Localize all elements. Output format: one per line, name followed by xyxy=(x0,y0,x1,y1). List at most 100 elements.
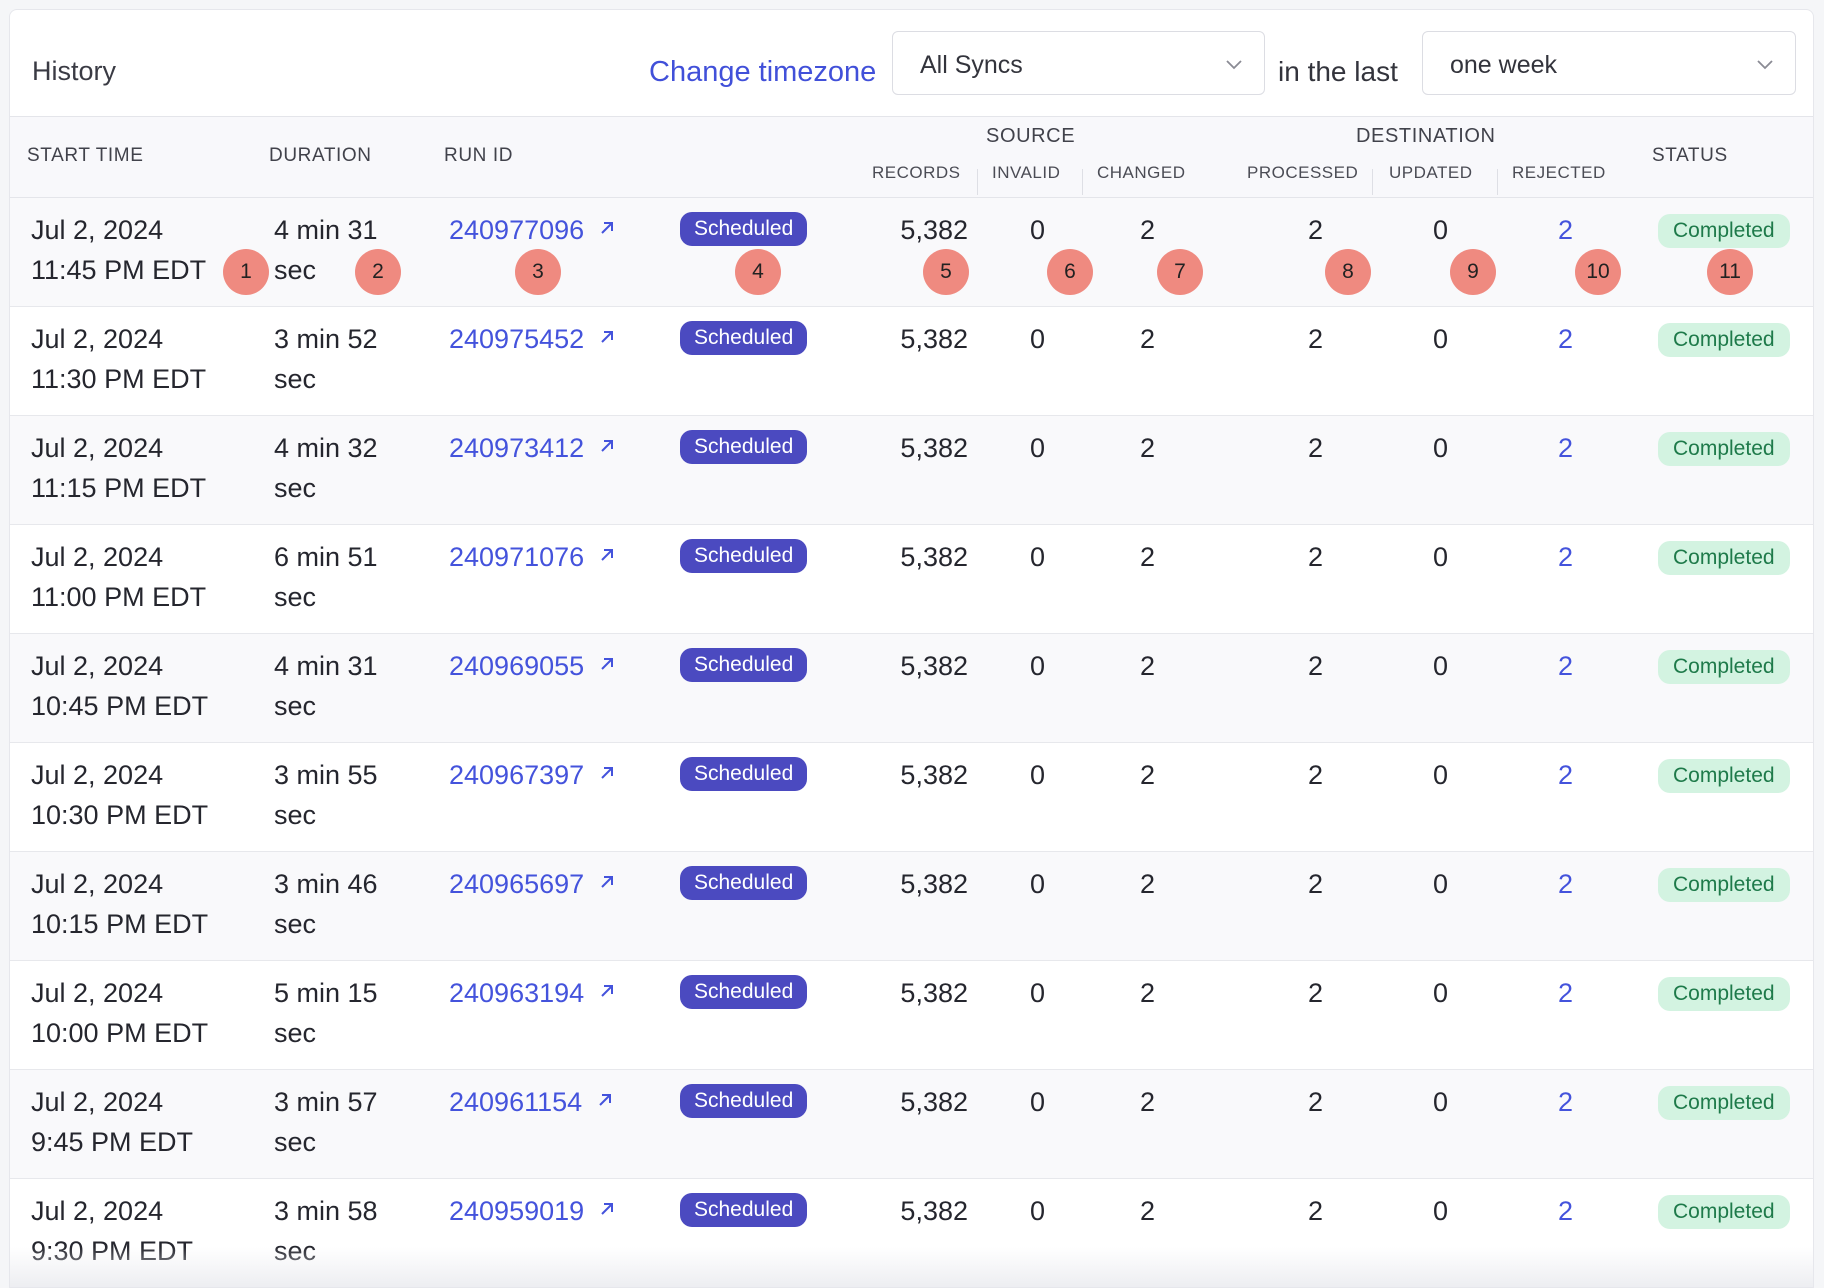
status-badge: Completed xyxy=(1658,977,1790,1011)
updated-count: 0 xyxy=(1432,651,1448,681)
run-id-link[interactable]: 240967397 xyxy=(449,755,616,795)
run-id-text: 240959019 xyxy=(449,1196,585,1226)
status-badge: Completed xyxy=(1658,541,1790,575)
annotation-marker-11: 11 xyxy=(1707,249,1753,295)
duration-unit: sec xyxy=(274,473,317,503)
annotation-marker-9: 9 xyxy=(1450,249,1496,295)
rejected-count-link[interactable]: 2 xyxy=(1557,1087,1573,1117)
duration-value: 3 min 52 xyxy=(274,324,378,354)
col-invalid: INVALID xyxy=(992,163,1061,182)
changed-count: 2 xyxy=(1139,433,1155,463)
run-id-link[interactable]: 240973412 xyxy=(449,428,616,468)
run-id-text: 240961154 xyxy=(449,1087,583,1117)
status-badge: Completed xyxy=(1658,432,1790,466)
updated-count: 0 xyxy=(1432,1087,1448,1117)
changed-count: 2 xyxy=(1139,324,1155,354)
run-id-link[interactable]: 240969055 xyxy=(449,646,616,686)
processed-count: 2 xyxy=(1307,542,1323,572)
annotation-marker-6: 6 xyxy=(1047,249,1093,295)
duration-value: 3 min 58 xyxy=(274,1196,378,1226)
run-id-text: 240977096 xyxy=(449,215,585,245)
trigger-badge: Scheduled xyxy=(680,866,808,900)
col-processed: PROCESSED xyxy=(1247,163,1359,182)
start-time: 11:15 PM EDT xyxy=(31,473,207,503)
changed-count: 2 xyxy=(1139,1196,1155,1226)
rejected-count-link[interactable]: 2 xyxy=(1557,1196,1573,1226)
rejected-count-link[interactable]: 2 xyxy=(1557,760,1573,790)
status-badge: Completed xyxy=(1658,1195,1790,1229)
start-date: Jul 2, 2024 xyxy=(31,869,164,899)
invalid-count: 0 xyxy=(1029,215,1045,245)
duration-unit: sec xyxy=(274,909,317,939)
records-count: 5,382 xyxy=(900,978,968,1008)
run-id-text: 240965697 xyxy=(449,869,585,899)
trigger-badge: Scheduled xyxy=(680,1084,808,1118)
rejected-count-link[interactable]: 2 xyxy=(1557,433,1573,463)
annotation-marker-1: 1 xyxy=(223,249,269,295)
rejected-count-link[interactable]: 2 xyxy=(1557,978,1573,1008)
records-count: 5,382 xyxy=(900,542,968,572)
duration-value: 4 min 31 xyxy=(274,215,378,245)
rejected-count-link[interactable]: 2 xyxy=(1557,215,1573,245)
duration-unit: sec xyxy=(274,1127,317,1157)
run-id-link[interactable]: 240959019 xyxy=(449,1191,616,1231)
col-changed: CHANGED xyxy=(1097,163,1186,182)
table-header: START TIME DURATION RUN ID SOURCE RECORD… xyxy=(10,117,1813,198)
col-duration: DURATION xyxy=(269,145,372,166)
invalid-count: 0 xyxy=(1029,542,1045,572)
changed-count: 2 xyxy=(1139,760,1155,790)
trigger-badge: Scheduled xyxy=(680,975,808,1009)
run-id-link[interactable]: 240961154 xyxy=(449,1082,614,1122)
change-timezone-link[interactable]: Change timezone xyxy=(649,56,877,88)
records-count: 5,382 xyxy=(900,1196,968,1226)
run-id-link[interactable]: 240975452 xyxy=(449,319,616,359)
run-id-link[interactable]: 240963194 xyxy=(449,973,616,1013)
external-link-icon xyxy=(599,1094,612,1106)
processed-count: 2 xyxy=(1307,1087,1323,1117)
invalid-count: 0 xyxy=(1029,978,1045,1008)
rejected-count-link[interactable]: 2 xyxy=(1557,869,1573,899)
duration-value: 3 min 46 xyxy=(274,869,378,899)
start-time: 10:00 PM EDT xyxy=(31,1018,209,1048)
updated-count: 0 xyxy=(1432,433,1448,463)
table-row: Jul 2, 2024 9:45 PM EDT 3 min 57 sec 240… xyxy=(10,1070,1813,1179)
table-row: Jul 2, 2024 11:00 PM EDT 6 min 51 sec 24… xyxy=(10,525,1813,634)
records-count: 5,382 xyxy=(900,651,968,681)
rejected-count-link[interactable]: 2 xyxy=(1557,542,1573,572)
table-row: Jul 2, 2024 11:45 PM EDT 4 min 31 sec 24… xyxy=(10,198,1813,307)
annotation-marker-8: 8 xyxy=(1325,249,1371,295)
duration-value: 5 min 15 xyxy=(274,978,378,1008)
changed-count: 2 xyxy=(1139,215,1155,245)
annotation-marker-5: 5 xyxy=(923,249,969,295)
rejected-count-link[interactable]: 2 xyxy=(1557,651,1573,681)
run-id-link[interactable]: 240965697 xyxy=(449,864,616,904)
changed-count: 2 xyxy=(1139,651,1155,681)
sync-filter-select[interactable]: All Syncs xyxy=(892,31,1265,95)
col-run-id: RUN ID xyxy=(444,145,514,166)
rejected-count-link[interactable]: 2 xyxy=(1557,324,1573,354)
updated-count: 0 xyxy=(1432,542,1448,572)
start-date: Jul 2, 2024 xyxy=(31,433,164,463)
invalid-count: 0 xyxy=(1029,1196,1045,1226)
start-date: Jul 2, 2024 xyxy=(31,978,164,1008)
chevron-down-icon xyxy=(1757,60,1773,70)
invalid-count: 0 xyxy=(1029,651,1045,681)
records-count: 5,382 xyxy=(900,433,968,463)
start-time: 11:00 PM EDT xyxy=(31,582,207,612)
external-link-icon xyxy=(601,331,614,343)
table-row: Jul 2, 2024 10:30 PM EDT 3 min 55 sec 24… xyxy=(10,743,1813,852)
start-date: Jul 2, 2024 xyxy=(31,1196,164,1226)
time-range-select[interactable]: one week xyxy=(1422,31,1796,95)
duration-unit: sec xyxy=(274,1236,317,1266)
run-id-link[interactable]: 240977096 xyxy=(449,210,616,250)
run-id-link[interactable]: 240971076 xyxy=(449,537,616,577)
trigger-badge: Scheduled xyxy=(680,212,808,246)
duration-value: 3 min 57 xyxy=(274,1087,378,1117)
updated-count: 0 xyxy=(1432,215,1448,245)
col-rejected: REJECTED xyxy=(1512,163,1606,182)
processed-count: 2 xyxy=(1307,433,1323,463)
duration-value: 6 min 51 xyxy=(274,542,378,572)
invalid-count: 0 xyxy=(1029,1087,1045,1117)
processed-count: 2 xyxy=(1307,978,1323,1008)
chevron-down-icon xyxy=(1226,60,1242,70)
